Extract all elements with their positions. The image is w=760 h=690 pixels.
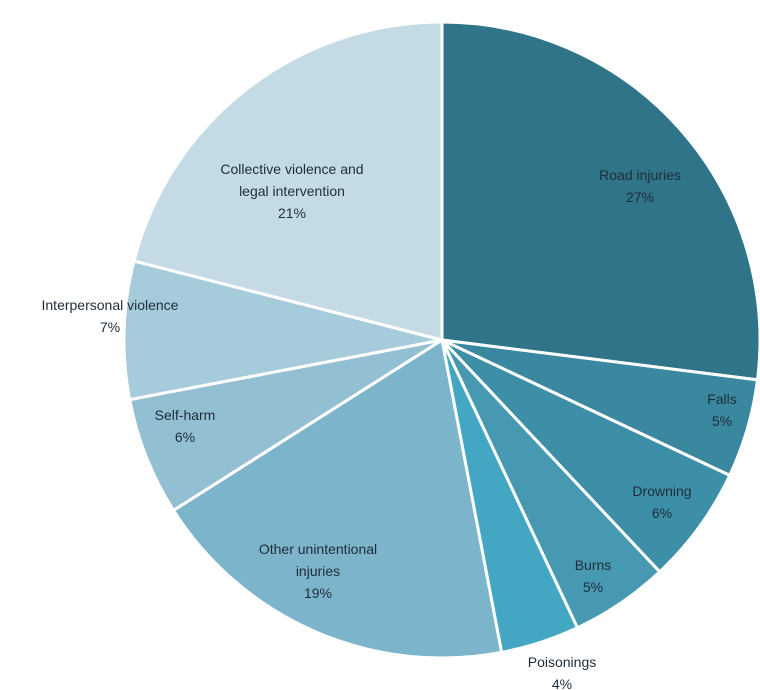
pie-label-road-injuries: Road injuries 27% — [599, 167, 681, 205]
pie-label-burns: Burns 5% — [575, 557, 612, 595]
pie-label-poisonings: Poisonings 4% — [528, 654, 597, 690]
pie-slice-collective-violence-and-legal-intervention — [132, 20, 444, 342]
pie-slice-interpersonal-violence — [122, 259, 443, 402]
pie-slices — [122, 20, 760, 660]
pie-labels: Road injuries 27% Falls 5% Drowning 6% Burns 5%… — [42, 161, 737, 690]
pie-slice-drowning — [440, 338, 732, 574]
pie-label-other-unintentional-injuries: Other unintentional injuries 19% — [259, 541, 377, 601]
pie-label-falls: Falls 5% — [707, 391, 737, 429]
pie-slice-road-injuries — [440, 20, 760, 382]
pie-slice-other-unintentional-injuries — [171, 337, 504, 660]
pie-label-collective-violence-and-legal-intervention: Collective violence and legal interventio… — [220, 161, 363, 221]
pie-label-interpersonal-violence: Interpersonal violence 7% — [42, 297, 179, 335]
pie-label-drowning: Drowning 6% — [632, 483, 691, 521]
pie-slice-self-harm — [127, 338, 443, 513]
pie-label-self-harm: Self-harm 6% — [155, 407, 216, 445]
